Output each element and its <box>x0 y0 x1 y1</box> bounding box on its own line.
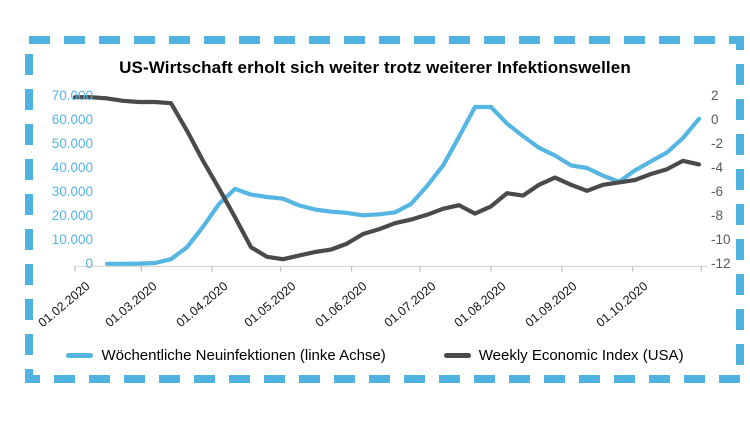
right-axis-tick-label: -10 <box>711 232 731 247</box>
left-axis-tick-label: 60.000 <box>51 112 93 127</box>
right-axis-tick-label: -8 <box>711 208 724 223</box>
right-axis-tick-label: -6 <box>711 184 724 199</box>
legend-item-infections: Wöchentliche Neuinfektionen (linke Achse… <box>66 347 386 364</box>
chart-legend: Wöchentliche Neuinfektionen (linke Achse… <box>0 347 750 364</box>
right-axis-tick-label: -2 <box>711 136 724 151</box>
right-axis-tick-label: 2 <box>711 88 719 103</box>
legend-label-wei: Weekly Economic Index (USA) <box>478 347 684 364</box>
left-axis-tick-label: 40.000 <box>51 160 93 175</box>
left-axis-tick-label: 0 <box>85 256 93 271</box>
right-axis-tick-label: -12 <box>711 256 731 271</box>
left-axis-tick-label: 20.000 <box>51 208 93 223</box>
left-axis-tick-label: 50.000 <box>51 136 93 151</box>
left-axis-tick-label: 10.000 <box>51 232 93 247</box>
legend-label-infections: Wöchentliche Neuinfektionen (linke Achse… <box>101 347 386 364</box>
left-axis-tick-label: 30.000 <box>51 184 93 199</box>
legend-item-wei: Weekly Economic Index (USA) <box>443 347 684 364</box>
wei-line <box>72 95 702 262</box>
infections-line <box>104 104 702 266</box>
wei-line-marker <box>443 353 471 358</box>
x-axis-ticks <box>74 266 702 272</box>
dashed-border <box>25 36 744 383</box>
chart-title: US-Wirtschaft erholt sich weiter trotz w… <box>119 58 631 77</box>
right-axis-tick-label: 0 <box>711 112 719 127</box>
infections-line-marker <box>66 353 94 358</box>
left-axis-tick-label: 70.000 <box>51 88 93 103</box>
right-axis-tick-label: -4 <box>711 160 724 175</box>
